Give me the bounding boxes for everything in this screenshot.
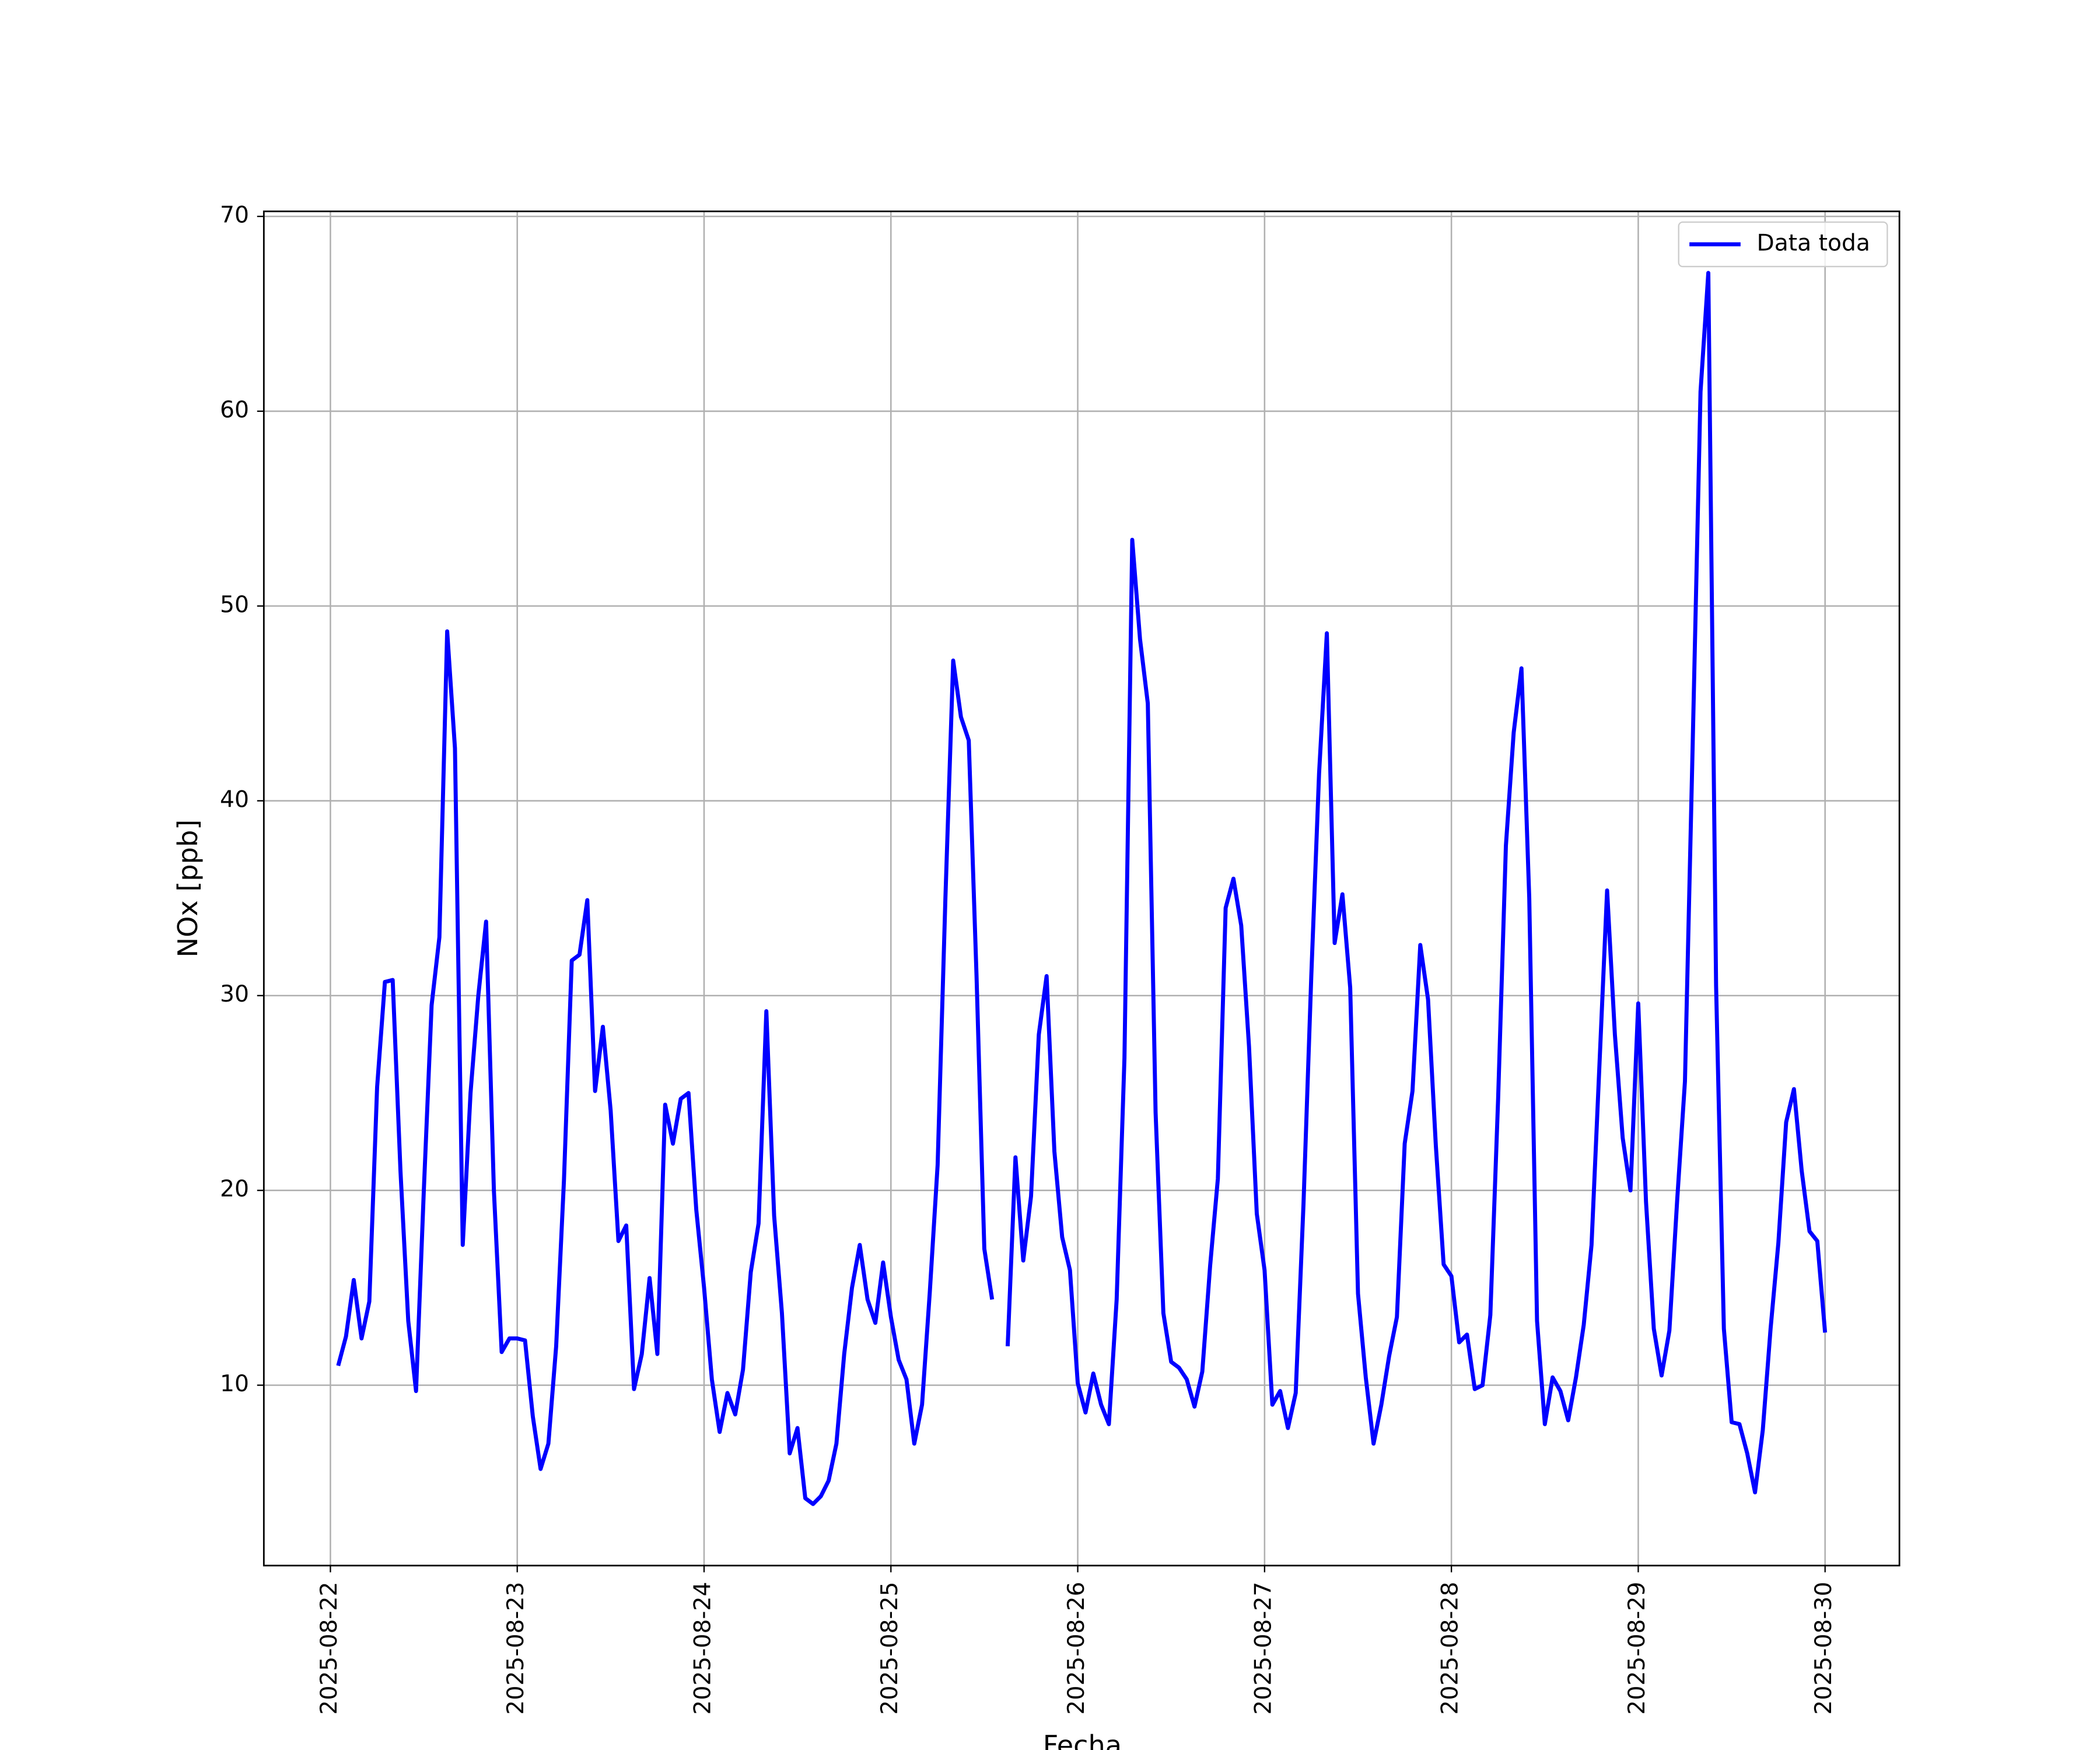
plot-frame [262, 210, 1901, 1567]
x-tick-label: 2025-08-23 [503, 1582, 529, 1715]
data-line [1005, 271, 1828, 1494]
y-tick-label: 40 [220, 786, 249, 813]
y-tick-label: 20 [220, 1176, 249, 1202]
y-tick-label: 70 [220, 202, 249, 228]
legend-box [1678, 221, 1888, 268]
y-axis-label: NOx [ppb] [172, 820, 204, 958]
x-axis-label: Fecha [1043, 1730, 1122, 1750]
y-tick-label: 30 [220, 981, 249, 1007]
x-tick-label: 2025-08-26 [1063, 1582, 1090, 1715]
data-line [336, 629, 995, 1506]
legend: Data toda [1678, 221, 1888, 268]
y-tick-label: 10 [220, 1371, 249, 1397]
x-tick-label: 2025-08-30 [1811, 1582, 1837, 1715]
x-tick-label: 2025-08-28 [1437, 1582, 1464, 1715]
x-tick-label: 2025-08-24 [690, 1582, 716, 1715]
y-tick-label: 60 [220, 397, 249, 423]
legend-label: Data toda [1757, 230, 1870, 256]
x-tick-label: 2025-08-29 [1624, 1582, 1650, 1715]
x-tick-label: 2025-08-27 [1250, 1582, 1276, 1715]
y-tick-label: 50 [220, 592, 249, 618]
x-tick-label: 2025-08-22 [316, 1582, 342, 1715]
x-tick-label: 2025-08-25 [877, 1582, 903, 1715]
